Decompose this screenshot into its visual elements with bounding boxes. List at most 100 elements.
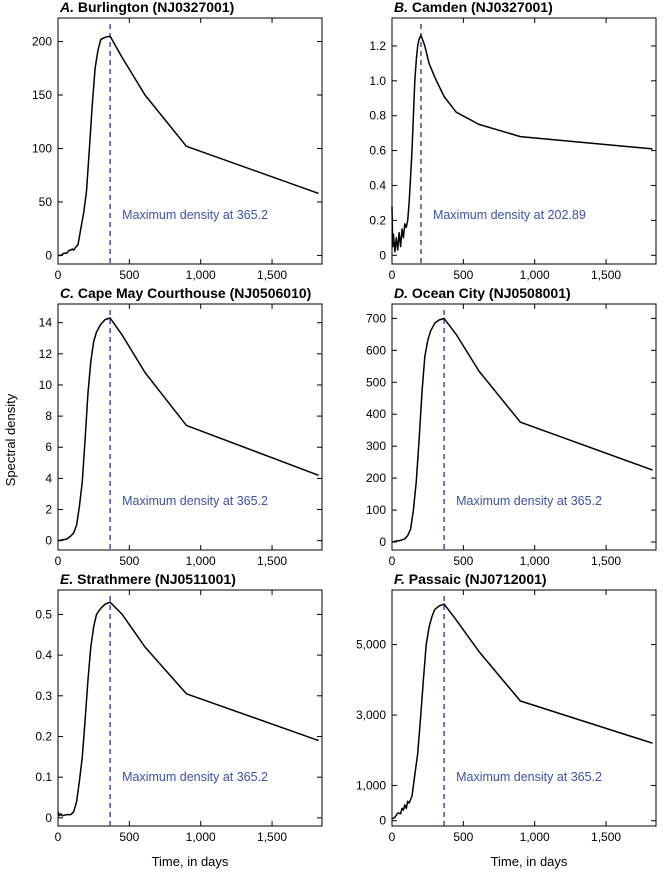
panel-1: A. Burlington (NJ0327001) 0 50 100 150 200 0 50… — [32, 0, 323, 282]
panel-title: C. Cape May Courthouse (NJ0506010) — [60, 285, 311, 301]
y-tick-label: 0.1 — [35, 770, 52, 784]
x-tick-label: 500 — [119, 268, 139, 282]
y-tick-label: 0.3 — [35, 689, 52, 703]
density-series-line — [391, 34, 653, 253]
panel-title-text: Passaic (NJ0712001) — [409, 571, 547, 587]
panel-title-text: Camden (NJ0327001) — [412, 0, 553, 15]
panel-4: D. Ocean City (NJ0508001) 0 100 200 300 400 50… — [366, 285, 657, 568]
x-tick-label: 0 — [55, 830, 62, 844]
x-tick-label: 1,000 — [186, 554, 216, 568]
panel-title: F. Passaic (NJ0712001) — [394, 571, 547, 587]
x-tick-label: 1,500 — [591, 554, 621, 568]
y-tick-label: 5,000 — [356, 638, 386, 652]
density-series-line — [391, 603, 653, 820]
plot-frame — [57, 17, 323, 265]
x-tick-label: 0 — [389, 554, 396, 568]
x-axis-label-left: Time, in days — [152, 854, 229, 869]
x-tick-label: 500 — [453, 830, 473, 844]
y-tick-label: 500 — [366, 375, 386, 389]
y-tick-label: 0 — [379, 248, 386, 262]
y-tick-label: 0.8 — [369, 109, 386, 123]
y-tick-label: 300 — [366, 439, 386, 453]
y-tick-label: 200 — [32, 35, 52, 49]
x-tick-label: 1,500 — [591, 268, 621, 282]
density-series-line — [391, 317, 653, 543]
density-series-line — [58, 35, 319, 257]
x-axis-label-right: Time, in days — [491, 854, 568, 869]
y-tick-label: 400 — [366, 407, 386, 421]
y-tick-label: 600 — [366, 343, 386, 357]
panel-title-text: Cape May Courthouse (NJ0506010) — [78, 285, 311, 301]
max-density-annotation: Maximum density at 365.2 — [122, 208, 268, 222]
x-tick-label: 0 — [55, 268, 62, 282]
max-density-annotation: Maximum density at 365.2 — [456, 770, 602, 784]
y-tick-label: 2 — [45, 503, 52, 517]
density-series-line — [57, 317, 319, 542]
max-density-annotation: Maximum density at 365.2 — [122, 494, 268, 508]
panel-title-text: Burlington (NJ0327001) — [78, 0, 234, 15]
panel-letter: C. — [60, 285, 78, 301]
panel-title: B. Camden (NJ0327001) — [394, 0, 553, 15]
x-tick-label: 1,500 — [257, 268, 287, 282]
panel-title: D. Ocean City (NJ0508001) — [394, 285, 571, 301]
x-tick-label: 1,500 — [591, 830, 621, 844]
panel-letter: A. — [59, 0, 78, 15]
y-tick-label: 0 — [379, 814, 386, 828]
y-tick-label: 0.2 — [369, 213, 386, 227]
max-density-annotation: Maximum density at 365.2 — [456, 494, 602, 508]
y-tick-label: 150 — [32, 88, 52, 102]
y-tick-label: 0.4 — [369, 178, 386, 192]
x-tick-label: 500 — [119, 554, 139, 568]
y-tick-label: 1,000 — [356, 778, 386, 792]
y-tick-label: 200 — [366, 471, 386, 485]
x-tick-label: 1,000 — [520, 830, 550, 844]
x-tick-label: 0 — [389, 268, 396, 282]
x-tick-label: 0 — [389, 830, 396, 844]
y-tick-label: 14 — [39, 316, 53, 330]
x-tick-label: 1,000 — [186, 268, 216, 282]
x-tick-label: 1,000 — [520, 554, 550, 568]
y-tick-label: 3,000 — [356, 708, 386, 722]
y-tick-label: 0 — [379, 535, 386, 549]
panel-letter: F. — [394, 571, 409, 587]
panel-2: B. Camden (NJ0327001) 0 0.2 0.4 0.6 0.8 1.0 1.2… — [369, 0, 657, 282]
y-tick-label: 1.2 — [369, 39, 386, 53]
x-tick-label: 1,500 — [257, 554, 287, 568]
y-tick-label: 700 — [366, 311, 386, 325]
x-tick-label: 500 — [453, 268, 473, 282]
y-tick-label: 100 — [32, 141, 52, 155]
y-tick-label: 0 — [45, 534, 52, 548]
y-tick-label: 10 — [39, 378, 53, 392]
y-tick-label: 0.2 — [35, 729, 52, 743]
x-tick-label: 1,000 — [520, 268, 550, 282]
x-tick-label: 500 — [453, 554, 473, 568]
plot-frame — [57, 589, 323, 827]
y-tick-label: 50 — [39, 195, 53, 209]
y-axis-label: Spectral density — [3, 393, 18, 486]
max-density-annotation: Maximum density at 365.2 — [122, 770, 268, 784]
panel-6: F. Passaic (NJ0712001) 0 1,000 3,000 5,000 0 5… — [356, 571, 657, 844]
y-tick-label: 100 — [366, 503, 386, 517]
plot-frame — [57, 303, 323, 551]
y-tick-label: 1.0 — [369, 74, 386, 88]
x-tick-label: 1,000 — [186, 830, 216, 844]
y-tick-label: 0.6 — [369, 144, 386, 158]
y-tick-label: 4 — [45, 471, 52, 485]
max-density-annotation: Maximum density at 202.89 — [433, 208, 586, 222]
y-tick-label: 12 — [39, 347, 53, 361]
panel-3: C. Cape May Courthouse (NJ0506010) 0 2 4 6 8 1… — [39, 285, 323, 568]
panel-letter: B. — [394, 0, 412, 15]
density-series-line — [57, 601, 319, 817]
plot-frame — [391, 589, 657, 827]
y-tick-label: 0.4 — [35, 648, 52, 662]
plot-frame — [391, 303, 657, 551]
y-tick-label: 0 — [45, 811, 52, 825]
panel-letter: D. — [394, 285, 412, 301]
y-tick-label: 6 — [45, 440, 52, 454]
x-tick-label: 500 — [119, 830, 139, 844]
y-tick-label: 0 — [45, 248, 52, 262]
panel-title-text: Ocean City (NJ0508001) — [412, 285, 571, 301]
y-tick-label: 8 — [45, 409, 52, 423]
plot-frame — [391, 17, 657, 265]
